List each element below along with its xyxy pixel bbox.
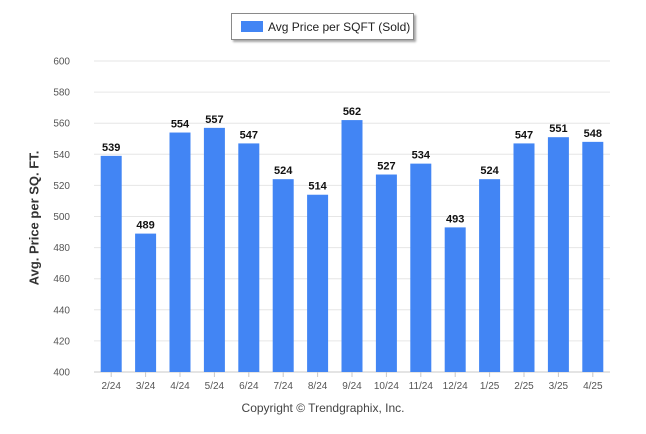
y-tick-label: 460 <box>53 274 70 285</box>
y-tick-label: 580 <box>53 88 70 99</box>
data-label: 534 <box>412 150 431 162</box>
y-tick-label: 420 <box>53 336 70 347</box>
data-label: 524 <box>274 165 293 177</box>
bar <box>203 127 225 373</box>
data-label: 547 <box>240 129 258 141</box>
y-tick-label: 520 <box>53 181 70 192</box>
x-tick-label: 3/24 <box>136 381 156 392</box>
data-label: 489 <box>136 220 154 232</box>
data-label: 493 <box>446 213 464 225</box>
bar <box>444 227 466 372</box>
legend: Avg Price per SQFT (Sold) <box>231 13 414 40</box>
x-tick-label: 5/24 <box>205 381 225 392</box>
legend-label: Avg Price per SQFT (Sold) <box>268 19 411 34</box>
bar <box>513 143 535 372</box>
x-tick-label: 6/24 <box>239 381 259 392</box>
data-label: 548 <box>584 128 602 140</box>
x-tick-label: 11/24 <box>409 381 434 392</box>
bar <box>307 194 329 372</box>
x-tick-label: 7/24 <box>273 381 293 392</box>
data-label: 554 <box>171 119 190 131</box>
y-tick-label: 440 <box>53 305 70 316</box>
y-tick-label: 600 <box>53 57 70 68</box>
copyright-footer: Copyright © Trendgraphix, Inc. <box>241 401 405 415</box>
x-tick-label: 8/24 <box>308 381 328 392</box>
y-tick-label: 500 <box>53 212 70 223</box>
data-label: 562 <box>343 106 361 118</box>
x-tick-label: 3/25 <box>549 381 569 392</box>
bar <box>547 137 569 372</box>
data-label: 514 <box>308 181 327 193</box>
y-tick-label: 400 <box>53 368 70 379</box>
data-label: 551 <box>549 123 567 135</box>
bar <box>100 155 122 372</box>
x-tick-label: 10/24 <box>374 381 399 392</box>
bar <box>135 233 157 372</box>
bar <box>238 143 260 372</box>
data-label: 539 <box>102 142 120 154</box>
bar <box>169 132 191 372</box>
data-label: 524 <box>480 165 499 177</box>
legend-swatch <box>241 21 263 32</box>
bar <box>375 174 397 372</box>
y-tick-label: 560 <box>53 119 70 130</box>
x-tick-label: 2/24 <box>101 381 121 392</box>
data-label: 527 <box>377 161 395 173</box>
y-tick-label: 480 <box>53 243 70 254</box>
x-tick-label: 4/24 <box>170 381 190 392</box>
bar <box>341 120 363 372</box>
y-tick-label: 540 <box>53 150 70 161</box>
bar <box>582 141 604 372</box>
data-label: 557 <box>205 114 223 126</box>
x-tick-label: 9/24 <box>342 381 362 392</box>
x-tick-label: 4/25 <box>583 381 603 392</box>
bar <box>479 179 501 372</box>
bar <box>410 163 432 372</box>
bar <box>272 179 294 372</box>
x-tick-label: 2/25 <box>514 381 534 392</box>
x-tick-label: 12/24 <box>443 381 468 392</box>
x-tick-label: 1/25 <box>480 381 500 392</box>
data-label: 547 <box>515 129 533 141</box>
